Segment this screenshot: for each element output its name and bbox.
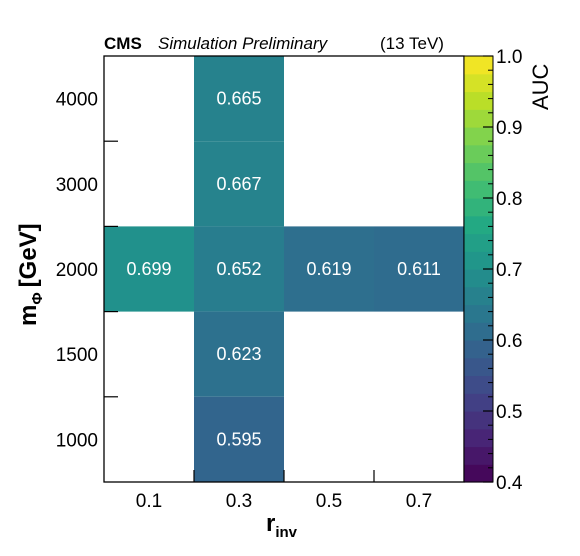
colorbar-band — [464, 180, 493, 199]
colorbar-band — [464, 127, 493, 146]
x-ticks: 0.1 0.3 0.5 0.7 — [136, 470, 432, 512]
heatmap-cell — [284, 226, 374, 312]
y-tick-label: 3000 — [56, 175, 98, 196]
colorbar-tick-label: 0.4 — [496, 473, 523, 494]
colorbar-band — [464, 464, 493, 483]
colorbar-band — [464, 357, 493, 377]
cell-value-label: 0.665 — [216, 89, 261, 109]
cell-value-label: 0.699 — [126, 259, 171, 279]
colorbar-band — [464, 286, 493, 306]
colorbar-band — [464, 73, 493, 93]
y-tick-label: 1500 — [56, 345, 98, 366]
colorbar-band — [464, 393, 493, 412]
x-tick-label: 0.3 — [226, 491, 252, 512]
y-tick-label: 2000 — [56, 260, 98, 281]
heatmap-cell — [194, 56, 284, 142]
colorbar-band — [464, 304, 493, 323]
cell-value-label: 0.619 — [306, 259, 351, 279]
colorbar — [464, 56, 493, 483]
heatmap-cells: 0.665 0.667 0.699 0.652 0.619 0.611 0.623 0.595 — [104, 56, 464, 482]
colorbar-tick-label: 0.5 — [496, 402, 522, 423]
x-tick-label: 0.5 — [316, 491, 342, 512]
colorbar-band — [464, 251, 493, 270]
colorbar-band — [464, 375, 493, 394]
colorbar-band — [464, 269, 493, 288]
colorbar-band — [464, 198, 493, 217]
y-ticks: 1000 1500 2000 3000 4000 — [56, 90, 118, 451]
colorbar-title: AUC — [528, 63, 553, 110]
colorbar-band — [464, 233, 493, 252]
x-tick-label: 0.1 — [136, 491, 162, 512]
heatmap-cell — [374, 226, 464, 312]
colorbar-band — [464, 215, 493, 235]
cell-value-label: 0.667 — [216, 174, 261, 194]
colorbar-band — [464, 411, 493, 430]
y-axis-title: mΦ[GeV] — [15, 223, 46, 326]
colorbar-band — [464, 109, 493, 128]
heatmap-cell — [194, 226, 284, 312]
heatmap-cell — [194, 311, 284, 397]
y-tick-label: 1000 — [56, 430, 98, 451]
cell-value-label: 0.623 — [216, 344, 261, 364]
cell-value-label: 0.611 — [397, 259, 441, 279]
colorbar-tick-label: 1.0 — [496, 47, 522, 68]
colorbar-band — [464, 162, 493, 181]
colorbar-band — [464, 91, 493, 110]
heatmap-cell — [104, 226, 194, 312]
colorbar-band — [464, 428, 493, 448]
colorbar-tick-label: 0.8 — [496, 189, 522, 210]
experiment-label: CMS — [104, 34, 142, 53]
colorbar-band — [464, 144, 493, 164]
colorbar-band — [464, 340, 493, 359]
y-tick-label: 4000 — [56, 90, 98, 111]
colorbar-tick-label: 0.9 — [496, 118, 522, 139]
cell-value-label: 0.595 — [216, 429, 261, 449]
cell-value-label: 0.652 — [216, 259, 261, 279]
heatmap-cell — [194, 141, 284, 227]
colorbar-band — [464, 322, 493, 341]
x-axis-title: rinv — [266, 510, 298, 541]
heatmap-cell — [194, 396, 284, 482]
colorbar-tick-label: 0.6 — [496, 331, 522, 352]
status-label: Simulation Preliminary — [158, 34, 329, 53]
colorbar-tick-label: 0.7 — [496, 260, 522, 281]
colorbar-ticks: 0.4 0.5 0.6 0.7 0.8 0.9 1.0 — [483, 47, 523, 494]
colorbar-band — [464, 446, 493, 465]
x-tick-label: 0.7 — [406, 491, 432, 512]
energy-label: (13 TeV) — [380, 34, 444, 53]
colorbar-band — [464, 56, 493, 75]
